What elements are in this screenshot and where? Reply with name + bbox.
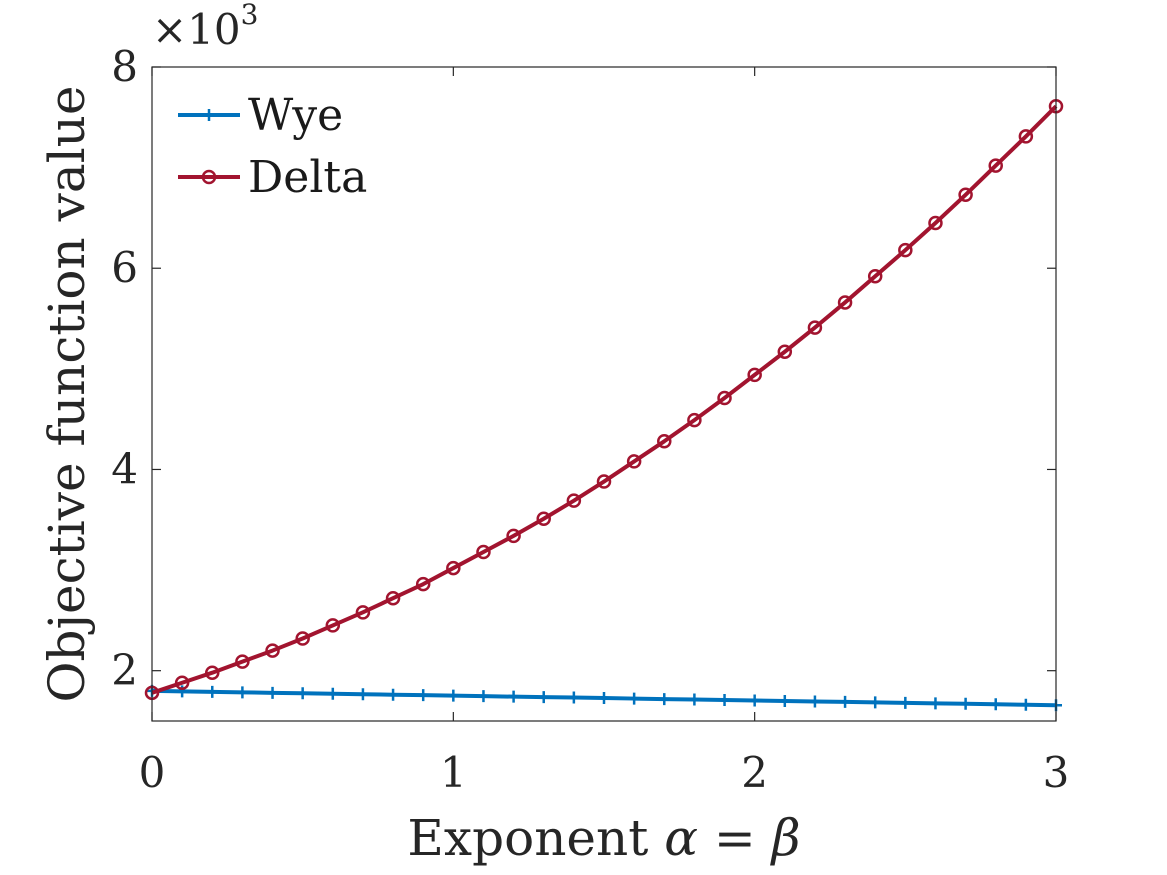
data-point [777, 344, 793, 359]
data-point [718, 693, 731, 706]
data-point [747, 367, 762, 383]
data-point [385, 590, 401, 606]
axes-box [151, 66, 1057, 722]
data-point [447, 689, 460, 702]
data-point [326, 687, 339, 700]
data-point [236, 686, 249, 699]
legend-item: Wye [178, 90, 343, 141]
data-point [867, 269, 883, 284]
series-delta [144, 98, 1064, 701]
data-point [958, 187, 973, 203]
legend-label: Delta [248, 152, 367, 203]
data-point [417, 689, 430, 702]
y-tick-label: 2 [111, 646, 138, 695]
legend-item: Delta [178, 152, 367, 203]
data-point [295, 631, 310, 646]
data-point [203, 109, 215, 121]
data-point [628, 692, 641, 705]
data-point [598, 692, 610, 705]
data-point [929, 697, 942, 710]
data-point [567, 691, 580, 704]
data-point [837, 295, 853, 310]
data-point [989, 698, 1002, 711]
data-point [959, 697, 972, 710]
data-point [1019, 698, 1032, 711]
x-axis-label: Exponent α = β [407, 809, 800, 867]
data-point [387, 688, 400, 701]
legend: Wye Delta [178, 90, 367, 203]
data-point [325, 618, 341, 633]
data-point [658, 693, 671, 706]
data-point [446, 560, 461, 576]
series-line [151, 104, 1058, 695]
series-wye [146, 684, 1062, 712]
data-point [839, 695, 852, 708]
data-point [778, 694, 791, 707]
data-point [657, 434, 672, 449]
data-point [928, 215, 943, 231]
data-point [476, 544, 491, 560]
y-axis-label: Objective function value [38, 86, 96, 703]
data-point [808, 695, 821, 708]
x-tick-label: 0 [139, 748, 166, 797]
data-point [174, 675, 190, 691]
y-scale-exponent: 3 [241, 0, 259, 31]
x-tick-label: 3 [1043, 748, 1070, 797]
data-point [807, 320, 823, 335]
data-point [988, 158, 1003, 173]
data-point [566, 493, 582, 508]
y-tick-label: 6 [111, 243, 138, 292]
y-tick-label: 4 [111, 444, 138, 493]
data-point [899, 696, 912, 709]
x-tick-label: 2 [741, 748, 768, 797]
legend-label: Wye [248, 90, 343, 141]
data-point [1018, 129, 1034, 144]
data-point [415, 576, 431, 592]
data-point [748, 694, 761, 707]
data-point [235, 654, 250, 669]
data-point [688, 693, 701, 706]
data-point [869, 696, 882, 709]
data-point [536, 511, 551, 527]
data-point [356, 688, 369, 701]
y-scale-factor: ×103 [152, 0, 258, 54]
data-point [205, 665, 220, 680]
chart-marks [144, 98, 1064, 712]
data-point [717, 390, 732, 406]
data-point [355, 605, 371, 620]
data-point [626, 454, 642, 469]
data-point [201, 169, 217, 185]
data-point [266, 686, 279, 699]
data-point [596, 474, 612, 489]
plot-area [152, 67, 1056, 721]
x-tick-label: 1 [440, 748, 467, 797]
data-point [898, 242, 913, 258]
y-tick-label: 8 [111, 42, 138, 91]
axis-ticks: 0 1 2 3 2 4 6 8 [111, 42, 1069, 797]
data-point [537, 691, 550, 704]
data-point [507, 690, 520, 703]
data-point [265, 643, 280, 658]
data-point [296, 687, 309, 700]
data-point [477, 690, 490, 703]
data-point [687, 412, 702, 428]
data-point [506, 528, 521, 544]
data-point [206, 685, 219, 698]
data-point [176, 685, 189, 698]
